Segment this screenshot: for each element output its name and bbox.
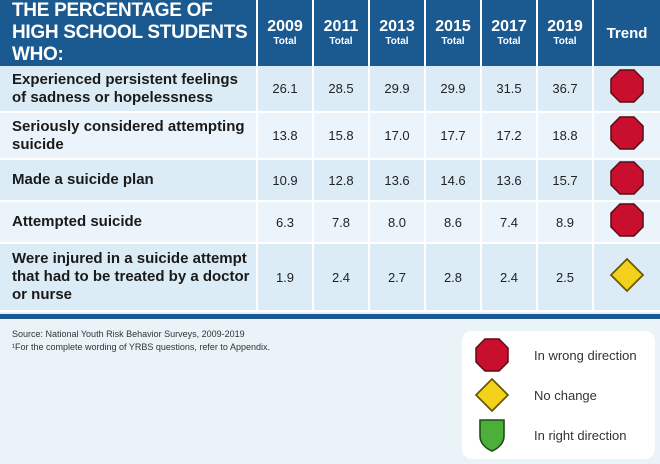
year-header-2019: 2019 Total: [538, 0, 594, 66]
year-sublabel: Total: [385, 36, 409, 47]
cell-value: 13.6: [482, 160, 538, 202]
stop-octagon-icon: [610, 69, 644, 103]
stop-octagon-icon: [610, 160, 644, 195]
cell-value: 29.9: [370, 66, 426, 113]
legend-item-no-change: No change: [474, 377, 597, 413]
year-label: 2017: [491, 18, 527, 35]
table-row: Were injured in a suicide attempt that h…: [0, 244, 660, 312]
year-header-2011: 2011 Total: [314, 0, 370, 66]
year-sublabel: Total: [329, 36, 353, 47]
cell-value: 2.5: [538, 244, 594, 312]
cell-value: 26.1: [258, 66, 314, 113]
trend-cell: [594, 66, 660, 113]
year-label: 2013: [379, 18, 415, 35]
cell-value: 13.8: [258, 113, 314, 160]
year-header-2009: 2009 Total: [258, 0, 314, 66]
trend-header: Trend: [594, 0, 660, 66]
cell-value: 6.3: [258, 202, 314, 244]
cell-value: 28.5: [314, 66, 370, 113]
trend-cell: [594, 113, 660, 160]
footnote: ¹For the complete wording of YRBS questi…: [12, 342, 270, 352]
header-row: THE PERCENTAGE OF HIGH SCHOOL STUDENTS W…: [0, 0, 660, 66]
year-sublabel: Total: [441, 36, 465, 47]
table-notes: Source: National Youth Risk Behavior Sur…: [12, 328, 270, 354]
legend-label: No change: [534, 387, 597, 403]
cell-value: 15.8: [314, 113, 370, 160]
table-bottom-rule: [0, 314, 660, 319]
cell-value: 7.8: [314, 202, 370, 244]
legend-item-wrong: In wrong direction: [474, 337, 637, 373]
trend-cell: [594, 244, 660, 312]
year-label: 2009: [267, 18, 303, 35]
trend-cell: [594, 160, 660, 202]
cell-value: 15.7: [538, 160, 594, 202]
data-table-container: THE PERCENTAGE OF HIGH SCHOOL STUDENTS W…: [0, 0, 660, 312]
year-label: 2015: [435, 18, 471, 35]
green-shield-icon: [479, 419, 505, 452]
table-row: Experienced persistent feelings of sadne…: [0, 66, 660, 113]
cell-value: 29.9: [426, 66, 482, 113]
trend-legend: In wrong direction No change In right di…: [462, 331, 655, 459]
row-label: Experienced persistent feelings of sadne…: [0, 66, 258, 113]
stop-octagon-icon: [610, 116, 644, 150]
cell-value: 8.0: [370, 202, 426, 244]
cell-value: 14.6: [426, 160, 482, 202]
cell-value: 2.7: [370, 244, 426, 312]
year-label: 2011: [323, 18, 359, 35]
row-label: Were injured in a suicide attempt that h…: [0, 244, 258, 312]
legend-item-right: In right direction: [474, 417, 627, 453]
row-label: Made a suicide plan: [0, 160, 258, 202]
table-row: Seriously considered attempting suicide …: [0, 113, 660, 160]
year-sublabel: Total: [273, 36, 297, 47]
stop-octagon-icon: [610, 202, 644, 237]
year-sublabel: Total: [497, 36, 521, 47]
stop-octagon-icon: [475, 338, 509, 372]
cell-value: 13.6: [370, 160, 426, 202]
cell-value: 31.5: [482, 66, 538, 113]
year-sublabel: Total: [553, 36, 577, 47]
row-label: Seriously considered attempting suicide: [0, 113, 258, 160]
cell-value: 17.7: [426, 113, 482, 160]
source-note: Source: National Youth Risk Behavior Sur…: [12, 329, 245, 339]
table-row: Attempted suicide 6.3 7.8 8.0 8.6 7.4 8.…: [0, 202, 660, 244]
cell-value: 8.6: [426, 202, 482, 244]
row-label: Attempted suicide: [0, 202, 258, 244]
cell-value: 7.4: [482, 202, 538, 244]
cell-value: 2.4: [482, 244, 538, 312]
legend-label: In right direction: [534, 427, 627, 443]
cell-value: 10.9: [258, 160, 314, 202]
cell-value: 8.9: [538, 202, 594, 244]
year-header-2013: 2013 Total: [370, 0, 426, 66]
yellow-diamond-icon: [609, 257, 645, 292]
year-header-2015: 2015 Total: [426, 0, 482, 66]
trend-cell: [594, 202, 660, 244]
year-label: 2019: [547, 18, 583, 35]
legend-label: In wrong direction: [534, 347, 637, 363]
table-row: Made a suicide plan 10.9 12.8 13.6 14.6 …: [0, 160, 660, 202]
cell-value: 17.2: [482, 113, 538, 160]
cell-value: 2.4: [314, 244, 370, 312]
table-title: THE PERCENTAGE OF HIGH SCHOOL STUDENTS W…: [0, 0, 258, 66]
cell-value: 17.0: [370, 113, 426, 160]
year-header-2017: 2017 Total: [482, 0, 538, 66]
cell-value: 36.7: [538, 66, 594, 113]
cell-value: 2.8: [426, 244, 482, 312]
data-table: THE PERCENTAGE OF HIGH SCHOOL STUDENTS W…: [0, 0, 660, 312]
cell-value: 1.9: [258, 244, 314, 312]
cell-value: 12.8: [314, 160, 370, 202]
cell-value: 18.8: [538, 113, 594, 160]
yellow-diamond-icon: [474, 377, 510, 413]
